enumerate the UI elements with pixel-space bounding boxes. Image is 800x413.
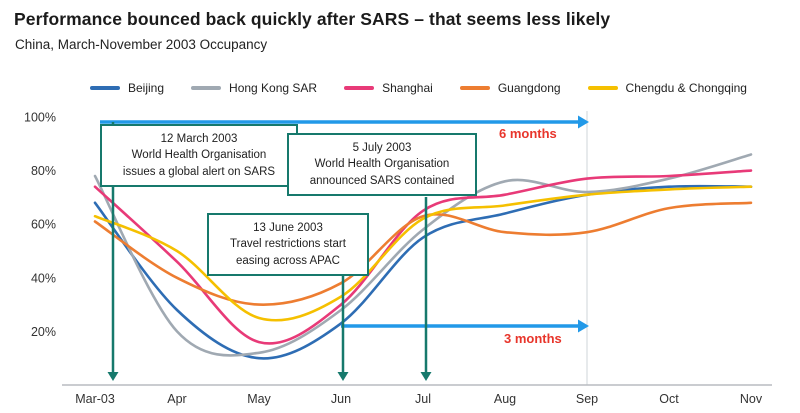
legend-swatch <box>587 86 618 90</box>
annotation-line: 12 March 2003 <box>160 133 238 145</box>
annotation-travel-restrictions: 13 June 2003 Travel restrictions start e… <box>207 213 369 276</box>
legend-item-shanghai: Shanghai <box>344 81 433 95</box>
x-tick-label: Jul <box>415 392 431 406</box>
annotation-line: 5 July 2003 <box>352 142 412 154</box>
chart-legend: Beijing Hong Kong SAR Shanghai Guangdong Che… <box>90 81 747 95</box>
event-arrow-head-sars_contained <box>420 372 432 381</box>
series-line-guangdong <box>93 201 753 306</box>
annotation-line: World Health Organisation <box>314 158 450 171</box>
x-tick-label: Nov <box>740 392 763 406</box>
y-tick-label: 100% <box>24 111 56 125</box>
y-tick-label: 80% <box>31 164 56 178</box>
annotation-line: World Health Organisation <box>131 149 267 162</box>
x-tick-label: Aug <box>494 392 516 406</box>
page-subtitle: China, March-November 2003 Occupancy <box>15 37 268 52</box>
3-months-arrow-head <box>578 319 589 333</box>
x-tick-label: Mar-03 <box>75 392 115 406</box>
legend-item-chengdu-chongqing: Chengdu & Chongqing <box>587 81 747 95</box>
annotation-sars-contained: 5 July 2003 World Health Organisation an… <box>287 133 477 196</box>
legend-swatch <box>344 86 375 90</box>
legend-swatch <box>90 86 120 90</box>
legend-item-hong-kong-sar: Hong Kong SAR <box>191 81 317 95</box>
six-months-label: 6 months <box>499 126 557 141</box>
legend-label: Guangdong <box>497 81 561 95</box>
x-tick-label: May <box>247 392 271 406</box>
series-line-shanghai <box>93 169 753 345</box>
series-line-beijing <box>93 184 753 360</box>
annotation-line: issues a global alert on SARS <box>122 165 276 178</box>
legend-swatch <box>459 86 490 90</box>
legend-swatch <box>191 86 222 90</box>
three-months-label: 3 months <box>504 331 562 346</box>
annotation-line: announced SARS contained <box>309 174 455 187</box>
x-tick-label: Oct <box>659 392 679 406</box>
y-tick-label: 60% <box>31 218 56 232</box>
series-line-chengdu-chongqing <box>93 185 753 322</box>
x-tick-label: Sep <box>576 392 598 406</box>
x-tick-label: Jun <box>331 392 351 406</box>
legend-label: Beijing <box>128 81 165 95</box>
series-line-hong-kong-sar <box>93 153 753 357</box>
6-months-arrow-head <box>578 115 589 129</box>
annotation-line: Travel restrictions start <box>230 238 346 251</box>
annotation-line: 13 June 2003 <box>253 222 323 234</box>
legend-label: Hong Kong SAR <box>229 81 318 95</box>
annotation-global-alert: 12 March 2003 World Health Organisation … <box>100 124 298 187</box>
event-arrow-head-global_alert <box>107 372 119 381</box>
y-tick-label: 20% <box>31 325 56 339</box>
y-tick-label: 40% <box>31 271 56 285</box>
legend-label: Chengdu & Chongqing <box>625 81 747 95</box>
event-arrow-head-travel_restrictions <box>337 372 349 381</box>
page-title: Performance bounced back quickly after S… <box>14 9 611 29</box>
x-tick-label: Apr <box>167 392 186 406</box>
legend-item-beijing: Beijing <box>90 81 164 95</box>
legend-label: Shanghai <box>382 81 433 95</box>
annotation-line: easing across APAC <box>236 254 340 267</box>
legend-item-guangdong: Guangdong <box>459 81 561 95</box>
